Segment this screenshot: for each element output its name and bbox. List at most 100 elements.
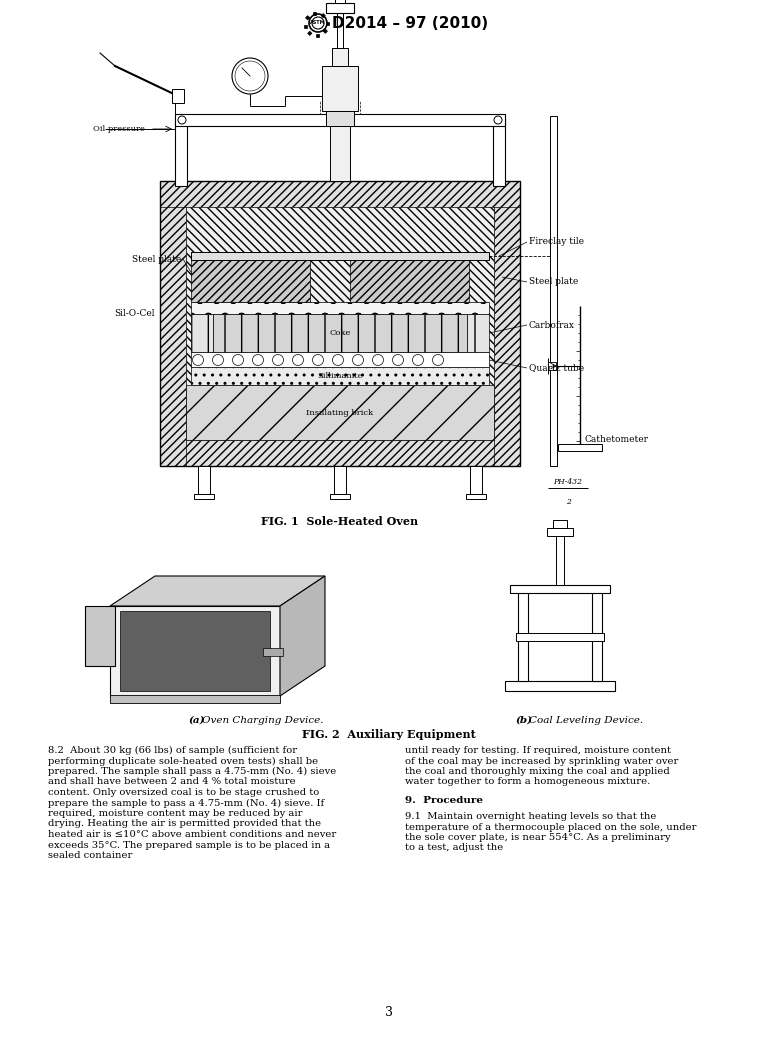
Bar	[321, 14, 325, 18]
Text: Oven Charging Device.: Oven Charging Device.	[202, 716, 324, 725]
Bar	[263, 648, 283, 656]
Text: D2014 – 97 (2010): D2014 – 97 (2010)	[332, 16, 488, 30]
Text: 3: 3	[385, 1006, 393, 1019]
Bar	[326, 111, 354, 126]
Polygon shape	[110, 576, 325, 606]
Text: temperature of a thermocouple placed on the sole, under: temperature of a thermocouple placed on …	[405, 822, 696, 832]
Bar	[335, 0, 345, 3]
Bar	[191, 367, 489, 385]
Text: 8.2  About 30 kg (66 lbs) of sample (sufficient for: 8.2 About 30 kg (66 lbs) of sample (suff…	[48, 746, 297, 755]
Text: (a): (a)	[188, 716, 205, 725]
Text: 2: 2	[566, 498, 570, 506]
Bar	[332, 48, 348, 66]
Circle shape	[312, 17, 324, 29]
Bar	[558, 445, 602, 451]
Bar	[548, 362, 556, 370]
Text: until ready for testing. If required, moisture content: until ready for testing. If required, mo…	[405, 746, 671, 755]
Text: of the coal may be increased by sprinkling water over: of the coal may be increased by sprinkli…	[405, 757, 678, 765]
Bar	[510, 585, 610, 593]
Bar	[213, 314, 467, 352]
Text: required, moisture content may be reduced by air: required, moisture content may be reduce…	[48, 809, 303, 818]
Bar	[191, 302, 489, 314]
Bar	[330, 494, 350, 499]
Text: and shall have between 2 and 4 % total moisture: and shall have between 2 and 4 % total m…	[48, 778, 296, 787]
Bar	[592, 591, 602, 681]
Bar	[160, 181, 520, 466]
Circle shape	[232, 58, 268, 94]
Bar	[556, 535, 564, 585]
Bar	[172, 88, 184, 103]
Circle shape	[309, 14, 327, 32]
Text: PH-432: PH-432	[553, 478, 583, 486]
Text: the coal and thoroughly mixing the coal and applied: the coal and thoroughly mixing the coal …	[405, 767, 670, 776]
Bar	[191, 252, 310, 302]
Text: Carbofrax: Carbofrax	[529, 321, 575, 330]
Text: performing duplicate sole-heated oven tests) shall be: performing duplicate sole-heated oven te…	[48, 757, 318, 765]
Text: 9.  Procedure: 9. Procedure	[405, 796, 483, 805]
Bar	[198, 466, 210, 494]
Text: Fireclay tile: Fireclay tile	[529, 237, 584, 247]
Bar	[494, 181, 520, 466]
Bar	[466, 494, 486, 499]
Bar	[110, 695, 280, 703]
Bar	[304, 25, 307, 27]
Text: prepared. The sample shall pass a 4.75-mm (No. 4) sieve: prepared. The sample shall pass a 4.75-m…	[48, 767, 336, 777]
Text: content. Only oversized coal is to be stage crushed to: content. Only oversized coal is to be st…	[48, 788, 319, 797]
Text: water together to form a homogeneous mixture.: water together to form a homogeneous mix…	[405, 778, 650, 787]
Bar	[160, 181, 520, 207]
Text: prepare the sample to pass a 4.75-mm (No. 4) sieve. If: prepare the sample to pass a 4.75-mm (No…	[48, 798, 324, 808]
Bar	[322, 66, 358, 111]
Bar	[191, 252, 489, 260]
Bar	[326, 22, 329, 25]
Bar	[186, 385, 494, 440]
Text: Coal Leveling Device.: Coal Leveling Device.	[529, 716, 643, 725]
Bar	[493, 118, 505, 186]
Polygon shape	[120, 611, 270, 691]
Text: exceeds 35°C. The prepared sample is to be placed in a: exceeds 35°C. The prepared sample is to …	[48, 840, 330, 849]
Text: Oil pressure: Oil pressure	[93, 125, 145, 133]
Polygon shape	[110, 606, 280, 696]
Bar	[547, 528, 573, 536]
Text: to a test, adjust the: to a test, adjust the	[405, 843, 503, 853]
Text: heated air is ≤10°C above ambient conditions and never: heated air is ≤10°C above ambient condit…	[48, 830, 336, 839]
Bar	[553, 520, 567, 528]
Bar	[323, 29, 328, 33]
Text: Insulating brick: Insulating brick	[307, 409, 373, 417]
Text: Cathetometer: Cathetometer	[585, 434, 649, 443]
Bar	[307, 31, 312, 35]
Polygon shape	[85, 606, 115, 666]
Bar	[516, 633, 604, 641]
Bar	[175, 115, 505, 126]
Bar	[191, 352, 489, 367]
Bar	[550, 116, 557, 466]
Text: FIG. 1  Sole-Heated Oven: FIG. 1 Sole-Heated Oven	[261, 516, 419, 527]
Bar	[314, 12, 317, 15]
Bar	[505, 681, 615, 691]
Text: drying. Heating the air is permitted provided that the: drying. Heating the air is permitted pro…	[48, 819, 321, 829]
Bar	[194, 494, 214, 499]
Bar	[337, 12, 343, 48]
Text: sealed container: sealed container	[48, 850, 132, 860]
Bar	[175, 118, 187, 186]
Text: Quartz tube: Quartz tube	[529, 363, 584, 373]
Bar	[467, 314, 489, 352]
Bar	[350, 252, 469, 302]
Bar	[334, 466, 346, 494]
Bar	[317, 34, 320, 37]
Text: Steel plate: Steel plate	[131, 254, 181, 263]
Bar	[160, 440, 520, 466]
Text: Sil-O-Cel: Sil-O-Cel	[114, 309, 155, 319]
Bar	[326, 3, 354, 12]
Text: ASTM: ASTM	[310, 21, 326, 25]
Text: (b): (b)	[515, 716, 532, 725]
Bar	[518, 591, 528, 681]
Text: the sole cover plate, is near 554°C. As a preliminary: the sole cover plate, is near 554°C. As …	[405, 833, 671, 842]
Bar	[191, 314, 213, 352]
Text: FIG. 2  Auxiliary Equipment: FIG. 2 Auxiliary Equipment	[302, 729, 476, 740]
Bar	[330, 126, 350, 181]
Text: 9.1  Maintain overnight heating levels so that the: 9.1 Maintain overnight heating levels so…	[405, 812, 657, 821]
Bar	[470, 466, 482, 494]
Bar	[186, 207, 494, 440]
Bar	[160, 181, 186, 466]
Text: Steel plate: Steel plate	[529, 278, 578, 286]
